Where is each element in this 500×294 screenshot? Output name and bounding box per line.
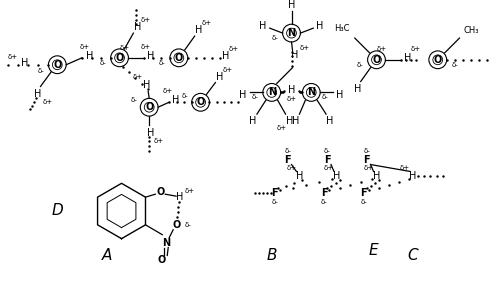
Text: N: N [162,238,170,248]
Text: δ+: δ+ [163,88,173,94]
Text: H: H [146,128,154,138]
Text: O: O [53,60,62,70]
Text: δ-: δ- [100,60,106,66]
Text: δ+: δ+ [185,188,195,194]
Text: δ-: δ- [322,94,328,100]
Text: δ-: δ- [451,62,458,68]
Text: H: H [404,53,412,63]
Text: H: H [142,81,150,91]
Text: H: H [292,116,299,126]
Text: δ+: δ+ [364,166,374,171]
Text: D: D [52,203,63,218]
Text: δ-: δ- [252,94,258,100]
Text: H: H [172,95,180,105]
Text: δ+: δ+ [8,54,18,60]
Text: O: O [116,53,124,63]
Text: H: H [86,51,94,61]
Text: H: H [354,84,362,94]
Text: C: C [408,248,418,263]
Text: δ-: δ- [363,148,370,154]
Text: δ-: δ- [131,97,138,103]
Text: CH₃: CH₃ [464,26,479,35]
Text: δ+: δ+ [286,96,296,102]
Text: δ-: δ- [324,148,330,154]
Text: O: O [372,55,380,65]
Text: F: F [272,188,278,198]
Text: O: O [157,255,166,265]
Text: H: H [21,58,28,68]
Text: H: H [336,90,344,100]
Text: N: N [288,28,296,38]
Text: δ+: δ+ [228,46,238,52]
Text: δ-: δ- [272,35,278,41]
Text: H: H [286,116,293,126]
Text: δ+: δ+ [154,138,164,144]
Text: H: H [296,171,303,181]
Text: H: H [195,25,202,35]
Text: H: H [250,116,256,126]
Text: δ+: δ+ [202,20,211,26]
Text: H: H [134,22,141,32]
Text: H: H [216,72,223,82]
Text: δ+: δ+ [222,67,232,73]
Text: δ-: δ- [182,93,188,99]
Text: δ+: δ+ [400,166,410,171]
Text: δ+: δ+ [286,166,296,171]
Text: O: O [434,55,442,65]
Text: H: H [34,89,41,99]
Text: H: H [259,21,266,31]
Text: δ-: δ- [284,148,291,154]
Text: H: H [291,50,298,60]
Text: δ+: δ+ [132,74,142,80]
Text: O: O [172,220,180,230]
Text: δ-: δ- [184,222,192,228]
Text: N: N [268,87,276,97]
Text: O: O [174,53,183,63]
Text: H: H [316,21,324,31]
Text: H: H [240,90,247,100]
Text: O: O [196,97,204,107]
Text: H₃C: H₃C [334,24,349,33]
Text: δ+: δ+ [140,44,150,50]
Text: N: N [307,87,316,97]
Text: H: H [410,171,416,181]
Text: A: A [102,248,112,263]
Text: δ+: δ+ [376,46,386,52]
Text: O: O [156,187,164,197]
Text: F: F [284,155,291,165]
Text: F: F [324,155,330,165]
Text: H: H [176,192,184,202]
Text: δ-: δ- [38,68,45,74]
Text: H: H [288,86,295,96]
Text: F: F [321,188,328,198]
Text: H: H [222,51,229,61]
Text: E: E [368,243,378,258]
Text: δ+: δ+ [80,44,90,50]
Text: H: H [326,116,334,126]
Text: F: F [364,155,370,165]
Text: H: H [148,51,155,61]
Text: δ-: δ- [272,199,278,205]
Text: δ-: δ- [356,62,363,68]
Text: B: B [266,248,277,263]
Text: δ-: δ- [158,60,166,66]
Text: H: H [373,171,380,181]
Text: δ+: δ+ [140,17,150,23]
Text: δ+: δ+ [42,99,52,105]
Text: O: O [145,102,154,112]
Text: δ+: δ+ [411,46,421,52]
Text: δ-: δ- [320,199,328,205]
Text: H: H [334,171,340,181]
Text: δ-: δ- [360,199,367,205]
Text: H: H [288,0,295,10]
Text: δ+: δ+ [120,45,130,51]
Text: δ+: δ+ [276,125,286,131]
Text: δ+: δ+ [300,45,310,51]
Text: δ+: δ+ [324,166,334,171]
Text: F: F [360,188,367,198]
